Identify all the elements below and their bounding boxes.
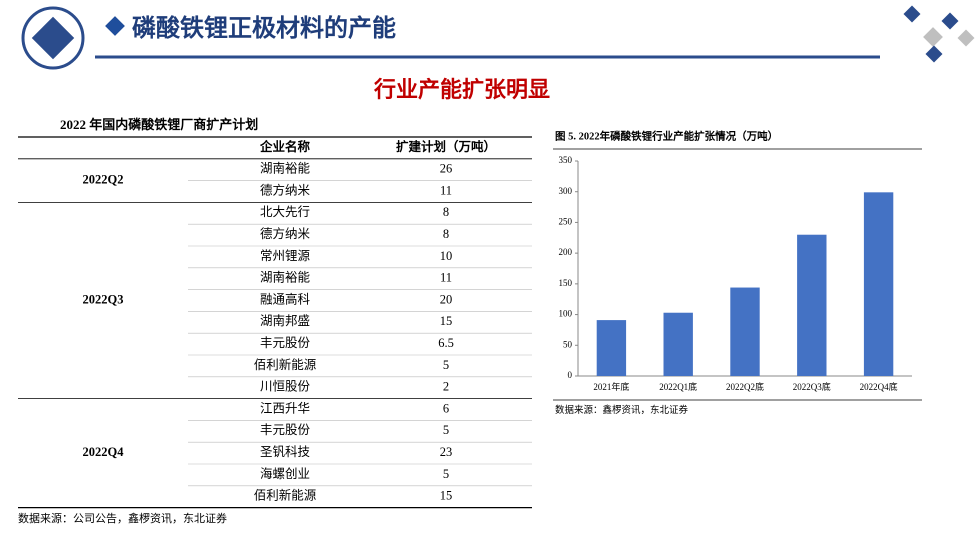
table-cell: 湖南邦盛: [260, 313, 310, 328]
table-cell: 湖南裕能: [260, 161, 311, 176]
table-cell: 2: [443, 380, 449, 394]
table-source: 数据来源：公司公告，鑫椤资讯，东北证券: [18, 511, 227, 525]
deco: [925, 45, 943, 63]
x-tick-label: 2022Q1底: [659, 381, 697, 392]
table-cell: 常州锂源: [260, 248, 311, 263]
y-tick-label: 200: [559, 247, 573, 257]
bar: [663, 312, 693, 376]
table-cell: 11: [440, 183, 452, 197]
y-tick-label: 250: [559, 216, 573, 226]
y-tick-label: 50: [563, 339, 573, 349]
quarter-label: 2022Q4: [83, 445, 125, 459]
table-cell: 丰元股份: [260, 423, 311, 437]
y-tick-label: 0: [568, 370, 573, 380]
table-cell: 20: [440, 292, 453, 306]
table-cell: 佰利新能源: [254, 488, 317, 503]
x-tick-label: 2021年底: [593, 381, 629, 392]
y-tick-label: 100: [559, 309, 573, 319]
quarter-label: 2022Q3: [83, 292, 124, 306]
y-tick-label: 350: [559, 155, 573, 165]
chart-source: 数据来源：鑫椤资讯，东北证券: [555, 404, 689, 416]
table-cell: 德方纳米: [260, 182, 311, 197]
table-cell: 8: [443, 227, 449, 241]
table-cell: 丰元股份: [260, 336, 311, 350]
deco: [903, 5, 921, 23]
table-cell: 15: [440, 314, 453, 328]
x-tick-label: 2022Q3底: [793, 381, 831, 392]
table-cell: 5: [443, 358, 449, 372]
x-tick-label: 2022Q2底: [726, 381, 764, 392]
table-cell: 10: [440, 249, 453, 263]
table-cell: 6: [443, 401, 449, 415]
table-cell: 江西升华: [260, 400, 310, 415]
deco: [923, 27, 943, 47]
column-header: 企业名称: [259, 139, 311, 154]
header-title: 磷酸铁锂正极材料的产能: [132, 14, 396, 42]
y-tick-label: 300: [559, 186, 573, 196]
y-tick-label: 150: [559, 278, 573, 288]
table-cell: 11: [440, 271, 452, 285]
bar: [863, 192, 894, 376]
table-cell: 26: [440, 162, 453, 176]
table-cell: 德方纳米: [260, 226, 311, 241]
quarter-label: 2022Q2: [83, 172, 124, 186]
table-cell: 8: [443, 205, 449, 219]
table-cell: 海螺创业: [260, 466, 310, 481]
deco: [957, 29, 975, 47]
column-header: 扩建计划（万吨）: [396, 139, 496, 154]
bar: [797, 234, 827, 376]
x-tick-label: 2022Q4底: [860, 381, 898, 392]
chart-title: 图 5. 2022年磷酸铁锂行业产能扩张情况（万吨）: [555, 129, 778, 142]
logo-mark: [31, 16, 75, 60]
table-cell: 湖南裕能: [260, 270, 311, 285]
bar: [596, 320, 627, 376]
table-title: 2022 年国内磷酸铁锂厂商扩产计划: [60, 117, 258, 132]
table-cell: 15: [440, 489, 453, 503]
deco: [941, 12, 959, 30]
table-cell: 5: [443, 467, 449, 481]
table-cell: 6.5: [438, 336, 454, 350]
table-cell: 融通高科: [260, 291, 311, 306]
table-cell: 佰利新能源: [254, 357, 317, 372]
table-cell: 川恒股份: [260, 380, 311, 394]
bullet: [105, 16, 125, 36]
table-cell: 圣钒科技: [260, 444, 311, 459]
table-cell: 北大先行: [260, 205, 310, 219]
subtitle: 行业产能扩张明显: [373, 77, 550, 103]
table-cell: 5: [443, 423, 449, 437]
table-cell: 23: [440, 445, 453, 459]
bar: [730, 287, 760, 376]
